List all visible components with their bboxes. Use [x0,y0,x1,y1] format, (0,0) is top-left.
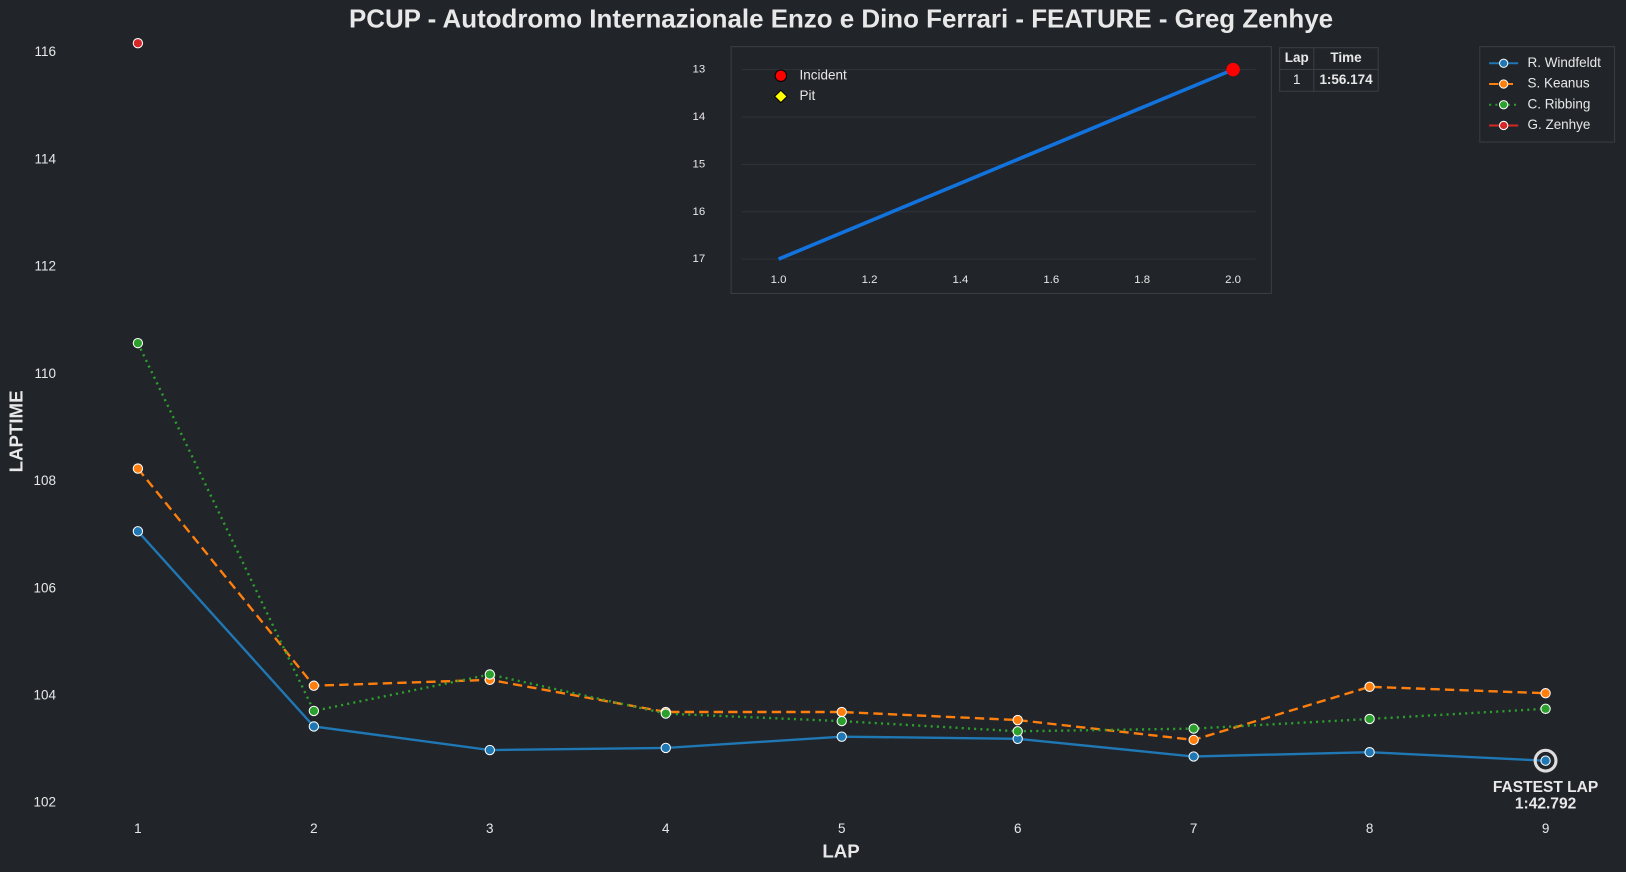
x-tick-label: 7 [1190,821,1198,836]
legend-marker [1498,100,1509,110]
x-tick-label: 1.8 [1134,274,1150,286]
data-point [132,38,144,49]
data-point [132,337,144,349]
data-point [1540,703,1551,714]
x-tick-label: 6 [1014,821,1022,836]
annotation: 1:42.792 [1515,795,1577,812]
legend-label: R. Windfeldt [1528,55,1602,70]
data-point [1012,726,1023,737]
series-line [136,467,1546,742]
x-tick-label: 5 [838,821,846,836]
fastest-lap-highlight [1533,748,1558,773]
x-tick-label: 2 [310,821,318,836]
x-tick-label: 1 [134,821,142,836]
x-tick-label: 1.6 [1043,274,1059,286]
annotation: FASTEST LAP [1493,779,1598,796]
x-tick-label: 8 [1366,821,1374,836]
data-point [1364,681,1375,692]
data-point [1188,734,1199,746]
y-tick-label: 116 [35,44,56,59]
data-point [1012,714,1023,726]
data-point [132,526,144,537]
y-tick-label: 114 [35,151,57,166]
data-point [1364,713,1375,725]
data-point [660,742,671,754]
legend-marker [773,89,788,104]
y-tick-label: 106 [34,580,56,595]
data-point [484,669,495,680]
y-tick-label: 14 [692,111,705,123]
y-tick-label: 13 [692,64,705,76]
x-tick-label: 1.2 [862,274,878,286]
legend-label: C. Ribbing [1528,96,1591,111]
y-tick-label: 17 [692,253,705,265]
y-tick-label: 104 [34,687,57,702]
legend-label: Incident [800,67,847,82]
y-tick-label: 112 [35,259,56,274]
x-tick-label: 1.4 [952,274,968,286]
legend-label: S. Keanus [1528,76,1590,91]
legend-marker [1498,58,1509,68]
y-tick-label: 110 [35,366,56,381]
table-cell-text: 1:56.174 [1319,72,1373,87]
table-cell-text: 1 [1293,72,1301,87]
x-axis-label: LAP [822,840,859,861]
x-tick-label: 2.0 [1225,274,1241,286]
data-point [1540,688,1551,699]
x-tick-label: 4 [662,821,670,836]
legend-label: Pit [800,88,816,103]
data-point [1188,751,1199,762]
legend-label: G. Zenhye [1528,117,1591,132]
y-tick-label: 102 [34,795,56,810]
x-tick-label: 1.0 [771,274,787,286]
data-point [1540,755,1551,766]
y-tick-label: 16 [692,206,705,218]
legend-marker [1498,79,1509,89]
data-point [1188,723,1199,734]
x-tick-label: 9 [1542,821,1550,836]
chart-title: PCUP - Autodromo Internazionale Enzo e D… [349,6,1333,34]
table-header: Lap [1285,50,1309,65]
data-point [1364,747,1375,758]
incident-marker [1226,62,1240,77]
data-point [484,744,495,756]
data-point [836,715,847,727]
data-point [308,680,320,691]
x-tick-label: 3 [486,821,493,836]
data-point [308,721,320,732]
series-line [136,342,1546,733]
y-tick-label: 108 [34,473,56,488]
data-point [308,705,320,717]
series-line [777,67,1234,261]
data-point [836,731,847,742]
y-axis-label: LAPTIME [6,390,27,472]
legend-marker [1498,120,1509,131]
table-cell [1313,68,1379,92]
data-point [132,463,144,474]
table-header: Time [1330,50,1362,65]
data-point [660,708,671,719]
inset-frame [730,46,1272,294]
legend-marker [774,69,788,82]
y-tick-label: 15 [692,158,705,170]
data-point [836,706,847,718]
